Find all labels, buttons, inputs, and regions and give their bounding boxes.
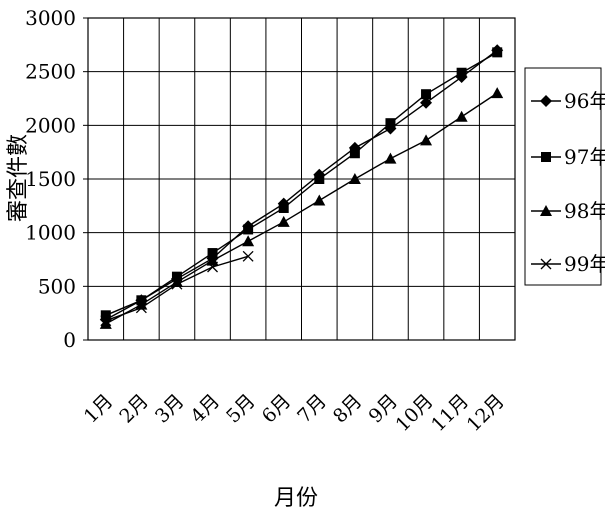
- triangle-marker: [99, 317, 112, 329]
- triangle-marker: [384, 152, 397, 164]
- x-tick-label: 3月: [151, 390, 189, 428]
- square-marker: [421, 89, 432, 100]
- legend: 96年 97年 98年 99年: [524, 67, 605, 286]
- y-axis-ticks: 0 500 1000 1500 2000 2500 3000: [25, 6, 88, 352]
- triangle-marker: [313, 194, 326, 206]
- y-tick-label: 2500: [25, 60, 76, 84]
- x-marker: [540, 258, 552, 270]
- square-marker: [456, 67, 467, 78]
- legend-item: 97年: [531, 145, 605, 169]
- y-tick-label: 500: [38, 274, 76, 298]
- triangle-marker: [277, 215, 290, 227]
- square-marker: [314, 174, 325, 184]
- x-tick-label: 10月: [391, 390, 437, 436]
- y-tick-label: 3000: [25, 6, 76, 30]
- square-marker: [243, 224, 254, 235]
- x-marker: [242, 250, 254, 262]
- x-tick-label: 8月: [329, 390, 367, 428]
- grid-lines: [88, 18, 515, 340]
- series-line: [105, 49, 498, 321]
- x-tick-label: 2月: [115, 390, 153, 428]
- series-98年: [99, 87, 504, 329]
- square-marker: [207, 248, 218, 259]
- legend-item: 96年: [531, 89, 605, 113]
- legend-box: [524, 67, 602, 286]
- legend-item: 98年: [531, 199, 605, 223]
- triangle-marker: [491, 87, 504, 99]
- square-marker: [349, 148, 360, 159]
- x-tick-label: 5月: [222, 390, 260, 428]
- x-tick-label: 1月: [80, 390, 118, 428]
- y-tick-label: 1000: [25, 221, 76, 245]
- legend-label: 98年: [564, 199, 605, 223]
- series-line: [105, 255, 249, 322]
- x-tick-label: 6月: [258, 390, 296, 428]
- triangle-marker: [206, 254, 219, 266]
- x-tick-label: 11月: [427, 390, 473, 436]
- triangle-marker: [170, 276, 183, 288]
- square-marker: [278, 202, 289, 213]
- x-marker: [135, 302, 147, 314]
- y-tick-label: 2000: [25, 113, 76, 137]
- x-tick-label: 4月: [187, 390, 225, 428]
- y-tick-label: 1500: [25, 167, 76, 191]
- x-marker: [171, 278, 183, 290]
- y-axis-label: 審查件數: [6, 134, 31, 222]
- x-axis-label: 月份: [274, 486, 318, 511]
- triangle-marker: [348, 173, 361, 184]
- series-line: [105, 51, 498, 316]
- x-marker: [100, 315, 112, 327]
- legend-label: 96年: [564, 89, 605, 113]
- series-line: [105, 92, 498, 325]
- x-tick-label: 7月: [293, 390, 331, 428]
- x-tick-label: 12月: [463, 390, 509, 436]
- diamond-marker: [420, 96, 433, 109]
- legend-label: 99年: [564, 252, 605, 276]
- y-tick-label: 0: [63, 328, 76, 352]
- legend-item: 99年: [531, 252, 605, 276]
- square-marker: [100, 310, 111, 321]
- triangle-marker: [242, 235, 255, 247]
- diamond-marker: [540, 95, 552, 107]
- triangle-marker: [135, 298, 148, 310]
- series-layer: [99, 44, 504, 329]
- triangle-marker: [455, 110, 468, 122]
- triangle-marker: [540, 205, 552, 216]
- series-99年: [100, 250, 254, 327]
- x-marker: [207, 261, 219, 273]
- square-marker: [492, 47, 503, 58]
- square-marker: [541, 152, 551, 162]
- legend-label: 97年: [564, 145, 605, 169]
- triangle-marker: [420, 134, 433, 146]
- square-marker: [385, 118, 396, 129]
